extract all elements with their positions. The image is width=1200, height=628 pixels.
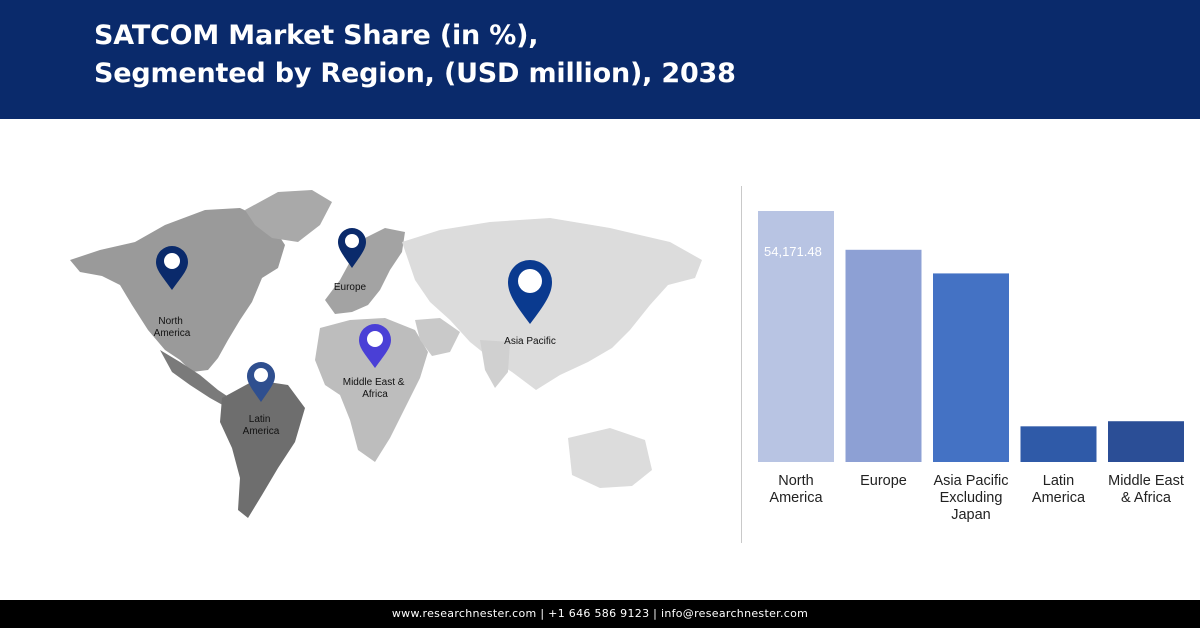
marker-label-line: America (154, 328, 191, 339)
map-pin-dot (345, 234, 359, 248)
landmass-middle-east (415, 318, 460, 356)
title-line-2: Segmented by Region, (USD million), 2038 (94, 58, 736, 89)
marker-label-europe: Europe (334, 282, 367, 293)
marker-label-asia-pacific: Asia Pacific (504, 336, 556, 347)
marker-label-line: Europe (334, 282, 367, 293)
map-pin-dot (367, 331, 383, 347)
category-label-line: North (778, 473, 813, 489)
landmass-north-america (70, 208, 285, 372)
landmass-south-america (220, 380, 305, 518)
marker-label-line: Africa (362, 389, 388, 400)
category-label-line: America (1032, 490, 1086, 506)
marker-asia-pacific[interactable] (508, 260, 552, 324)
marker-label-middle-east-africa: Middle East & Africa (343, 377, 407, 400)
category-label-3: Latin America (1032, 473, 1086, 506)
category-label-2: Asia Pacific Excluding Japan (934, 473, 1009, 523)
map-pin-dot (164, 253, 180, 269)
landmass-europe (325, 228, 405, 314)
landmass-africa (315, 318, 428, 462)
category-label-line: Asia Pacific (934, 473, 1009, 489)
category-label-line: Japan (951, 507, 991, 523)
landmass-central-america (160, 350, 236, 408)
map-markers: North America Europe Asia Pacific (154, 228, 556, 437)
chart-divider (741, 186, 742, 543)
bar-4 (1108, 421, 1184, 462)
category-label-line: Europe (860, 473, 907, 489)
landmass-australia (568, 428, 652, 488)
landmass-asia (402, 218, 702, 390)
category-label-4: Middle East & Africa (1108, 473, 1184, 506)
continents (70, 190, 702, 518)
marker-europe[interactable] (338, 228, 366, 268)
bar-0 (758, 211, 834, 462)
map-pin-dot (254, 368, 268, 382)
world-map-svg: North America Europe Asia Pacific (70, 190, 702, 518)
category-label-line: & Africa (1121, 490, 1172, 506)
category-label-1: Europe (860, 473, 907, 489)
bar-chart: 54,171.48 North America Europe Asia Pacific E… (745, 190, 1195, 540)
header-banner: SATCOM Market Share (in %), Segmented by… (0, 0, 1200, 119)
bar-value-label-0: 54,171.48 (764, 244, 822, 259)
category-label-0: North America (769, 473, 823, 506)
category-label-line: America (769, 490, 823, 506)
bar-1 (845, 249, 922, 462)
bar-2 (933, 273, 1009, 462)
marker-label-line: America (243, 426, 280, 437)
marker-label-line: Latin (249, 414, 271, 425)
marker-label-north-america: North America (154, 316, 191, 339)
marker-label-line: Asia Pacific (504, 336, 556, 347)
footer-contact: www.researchnester.com | +1 646 586 9123… (0, 600, 1200, 628)
world-map: North America Europe Asia Pacific (40, 180, 720, 530)
marker-label-line: North (158, 316, 182, 327)
category-label-line: Latin (1043, 473, 1074, 489)
map-pin-dot (518, 269, 542, 293)
landmass-greenland (245, 190, 332, 242)
marker-label-line: Middle East & (343, 377, 405, 388)
marker-north-america[interactable] (156, 246, 188, 290)
bar-3 (1020, 426, 1097, 462)
landmass-india (480, 340, 510, 388)
marker-middle-east-africa[interactable] (359, 324, 391, 368)
title-line-1: SATCOM Market Share (in %), (94, 20, 539, 51)
category-label-line: Excluding (940, 490, 1003, 506)
category-label-line: Middle East (1108, 473, 1184, 489)
marker-label-latin-america: Latin America (243, 414, 280, 437)
marker-latin-america[interactable] (247, 362, 275, 402)
